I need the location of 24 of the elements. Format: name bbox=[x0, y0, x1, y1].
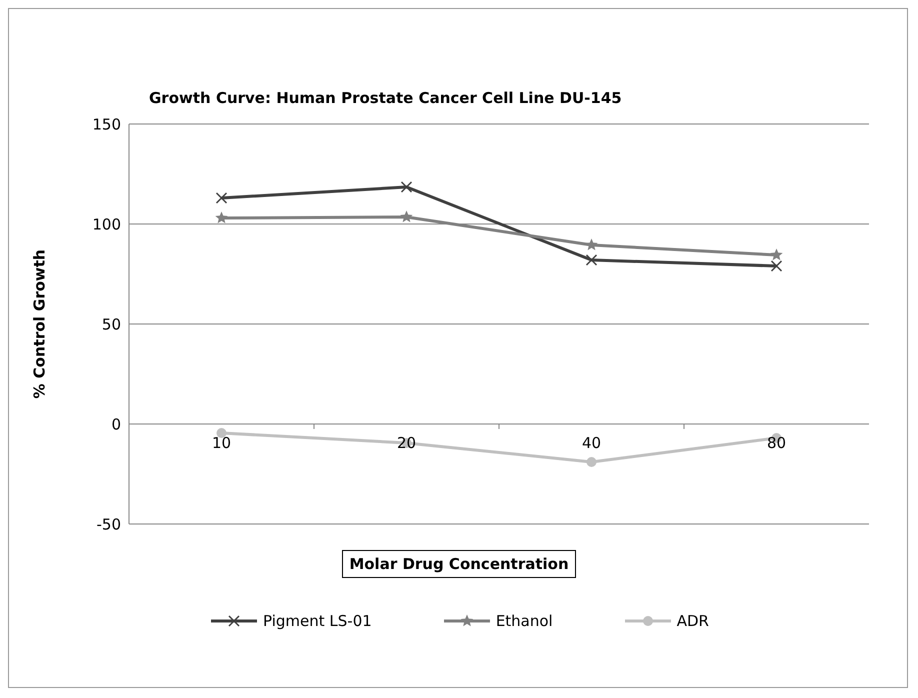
y-axis-title: % Control Growth bbox=[30, 249, 48, 399]
chart-title: Growth Curve: Human Prostate Cancer Cell Line DU-145 bbox=[149, 89, 622, 107]
legend-label: ADR bbox=[676, 612, 709, 630]
x-tick-label: 20 bbox=[396, 434, 416, 452]
x-tick-label: 40 bbox=[582, 434, 602, 452]
y-tick-label: 50 bbox=[102, 315, 121, 334]
legend-label: Ethanol bbox=[496, 612, 553, 630]
point bbox=[215, 212, 228, 224]
point bbox=[400, 210, 413, 222]
point bbox=[216, 192, 228, 204]
point bbox=[586, 254, 598, 266]
point bbox=[770, 248, 783, 260]
y-tick-label: 100 bbox=[92, 215, 121, 234]
point bbox=[585, 238, 598, 250]
point bbox=[770, 260, 782, 272]
y-tick-label: -50 bbox=[96, 515, 121, 534]
x-tick-label: 10 bbox=[212, 434, 232, 452]
y-tick-label: 150 bbox=[92, 115, 121, 134]
point bbox=[400, 181, 412, 193]
x-tick-label: 80 bbox=[766, 434, 786, 452]
y-tick-label: 0 bbox=[111, 415, 121, 434]
x-axis-title: Molar Drug Concentration bbox=[342, 550, 576, 578]
point bbox=[586, 457, 596, 467]
legend-label: Pigment LS-01 bbox=[263, 612, 372, 630]
